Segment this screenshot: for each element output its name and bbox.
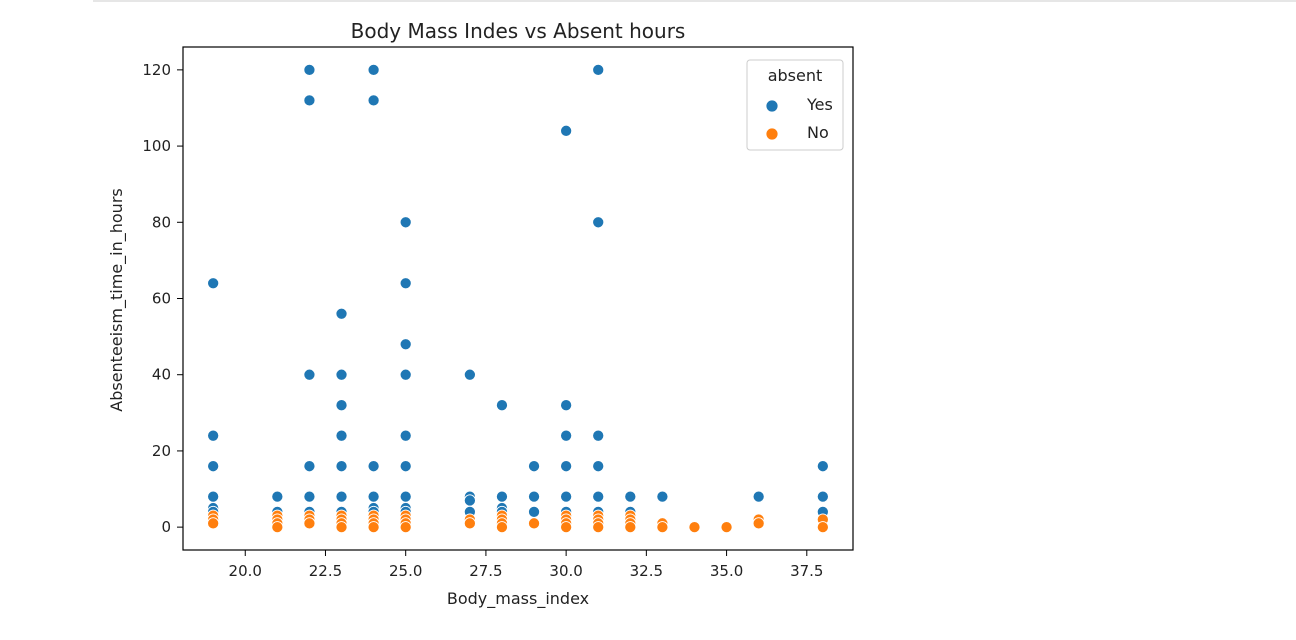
data-point (207, 429, 220, 442)
series-no (207, 509, 829, 534)
y-tick-label: 40 (152, 366, 171, 384)
x-tick-label: 27.5 (469, 562, 502, 580)
y-axis-label: Absenteeism_time_in_hours (107, 188, 127, 411)
data-point (463, 517, 476, 530)
x-tick-label: 32.5 (630, 562, 663, 580)
data-point (399, 429, 412, 442)
data-point (527, 505, 541, 518)
data-point (303, 517, 316, 530)
data-point (303, 368, 316, 381)
data-point (560, 124, 573, 137)
data-point (560, 460, 573, 473)
data-point (816, 490, 829, 503)
data-point (592, 216, 605, 229)
data-point (495, 490, 509, 503)
data-point (399, 216, 412, 229)
data-point (656, 521, 669, 534)
data-point (560, 521, 573, 534)
data-point (752, 490, 765, 503)
legend-label-yes: Yes (806, 95, 833, 114)
data-point (527, 490, 541, 503)
data-point (335, 460, 348, 473)
data-point (303, 460, 316, 473)
data-point (592, 490, 605, 503)
data-point (367, 94, 380, 107)
x-tick-label: 37.5 (790, 562, 823, 580)
y-tick-label: 20 (152, 442, 171, 460)
chart-title: Body Mass Indes vs Absent hours (351, 19, 686, 43)
cell-divider (93, 0, 1296, 2)
data-point (399, 338, 412, 351)
data-point (207, 277, 220, 290)
data-point (207, 490, 220, 503)
data-point (335, 399, 348, 412)
legend-title: absent (768, 66, 823, 85)
y-tick-label: 60 (152, 290, 171, 308)
data-point (495, 521, 509, 534)
data-point (303, 63, 316, 76)
data-point (335, 521, 348, 534)
data-point (303, 94, 316, 107)
data-point (527, 517, 541, 530)
data-point (367, 460, 380, 473)
data-point (495, 399, 509, 412)
legend: absent Yes No (746, 59, 844, 151)
data-point (624, 521, 637, 534)
legend-marker-no (765, 127, 779, 141)
data-point (207, 517, 220, 530)
x-tick-label: 20.0 (229, 562, 262, 580)
y-axis-ticks: 0 20 40 60 80 100 120 (142, 61, 183, 536)
data-point (816, 460, 829, 473)
legend-marker-yes (765, 99, 779, 113)
data-point (335, 307, 348, 320)
data-point (399, 460, 412, 473)
data-point (592, 460, 605, 473)
y-tick-label: 0 (161, 518, 171, 536)
data-point (656, 490, 669, 503)
data-point (592, 429, 605, 442)
data-point (335, 368, 348, 381)
data-point (271, 490, 284, 503)
data-point (335, 490, 348, 503)
data-point (624, 490, 637, 503)
data-point (399, 368, 412, 381)
data-point (399, 277, 412, 290)
legend-label-no: No (807, 123, 829, 142)
x-tick-label: 25.0 (389, 562, 422, 580)
data-point (816, 521, 829, 534)
x-tick-label: 22.5 (309, 562, 342, 580)
data-point (560, 490, 573, 503)
points-layer (207, 63, 829, 534)
data-point (752, 517, 765, 530)
data-point (463, 494, 476, 507)
x-axis-ticks: 20.0 22.5 25.0 27.5 30.0 32.5 35.0 37.5 (229, 550, 823, 580)
x-tick-label: 35.0 (710, 562, 743, 580)
data-point (560, 429, 573, 442)
y-tick-label: 80 (152, 213, 171, 231)
data-point (367, 63, 380, 76)
data-point (463, 368, 476, 381)
data-point (271, 521, 284, 534)
data-point (207, 460, 220, 473)
x-axis-label: Body_mass_index (447, 589, 589, 609)
data-point (592, 63, 605, 76)
data-point (688, 521, 701, 534)
x-tick-label: 30.0 (549, 562, 582, 580)
data-point (367, 490, 380, 503)
data-point (335, 429, 348, 442)
data-point (560, 399, 573, 412)
data-point (527, 460, 541, 473)
data-point (303, 490, 316, 503)
data-point (720, 521, 733, 534)
y-tick-label: 100 (142, 137, 171, 155)
y-tick-label: 120 (142, 61, 171, 79)
data-point (399, 490, 412, 503)
legend-frame (746, 59, 844, 151)
series-yes (207, 63, 829, 518)
data-point (399, 521, 412, 534)
data-point (592, 521, 605, 534)
data-point (367, 521, 380, 534)
